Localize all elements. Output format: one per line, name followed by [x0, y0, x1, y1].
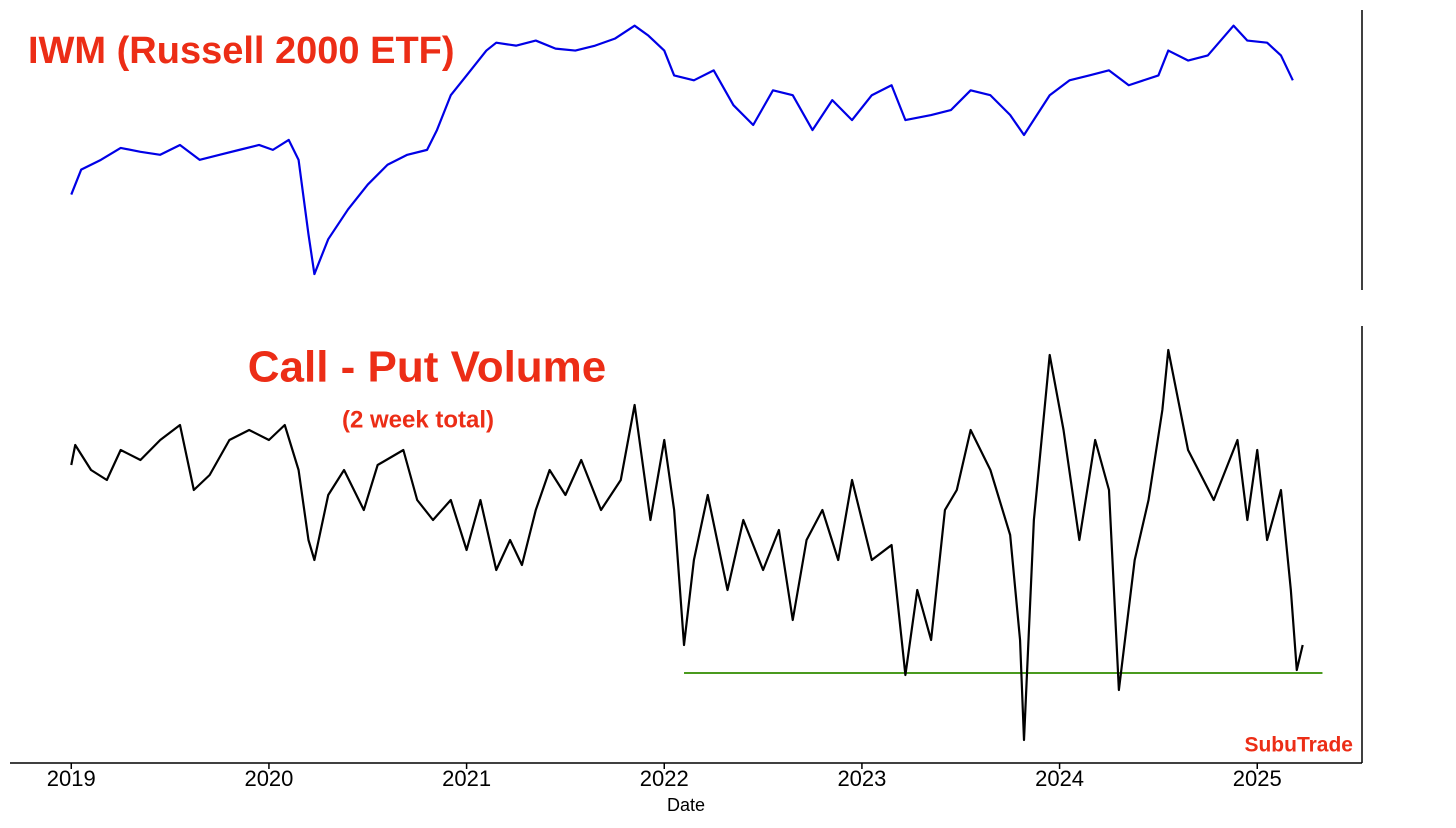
- data-line: [70, 24, 1294, 276]
- data-line: [70, 348, 1304, 742]
- x-tick-label: 2023: [837, 766, 886, 791]
- x-tick-label: 2020: [244, 766, 293, 791]
- x-tick-label: 2022: [640, 766, 689, 791]
- x-tick-label: 2024: [1035, 766, 1084, 791]
- chart-title: Call - Put Volume: [248, 343, 607, 392]
- watermark: SubuTrade: [1244, 734, 1353, 757]
- x-tick-label: 2025: [1233, 766, 1282, 791]
- x-tick-label: 2021: [442, 766, 491, 791]
- chart-subtitle: (2 week total): [342, 406, 494, 433]
- chart-title: IWM (Russell 2000 ETF): [28, 30, 455, 72]
- x-axis-label: Date: [667, 795, 705, 815]
- x-tick-label: 2019: [47, 766, 96, 791]
